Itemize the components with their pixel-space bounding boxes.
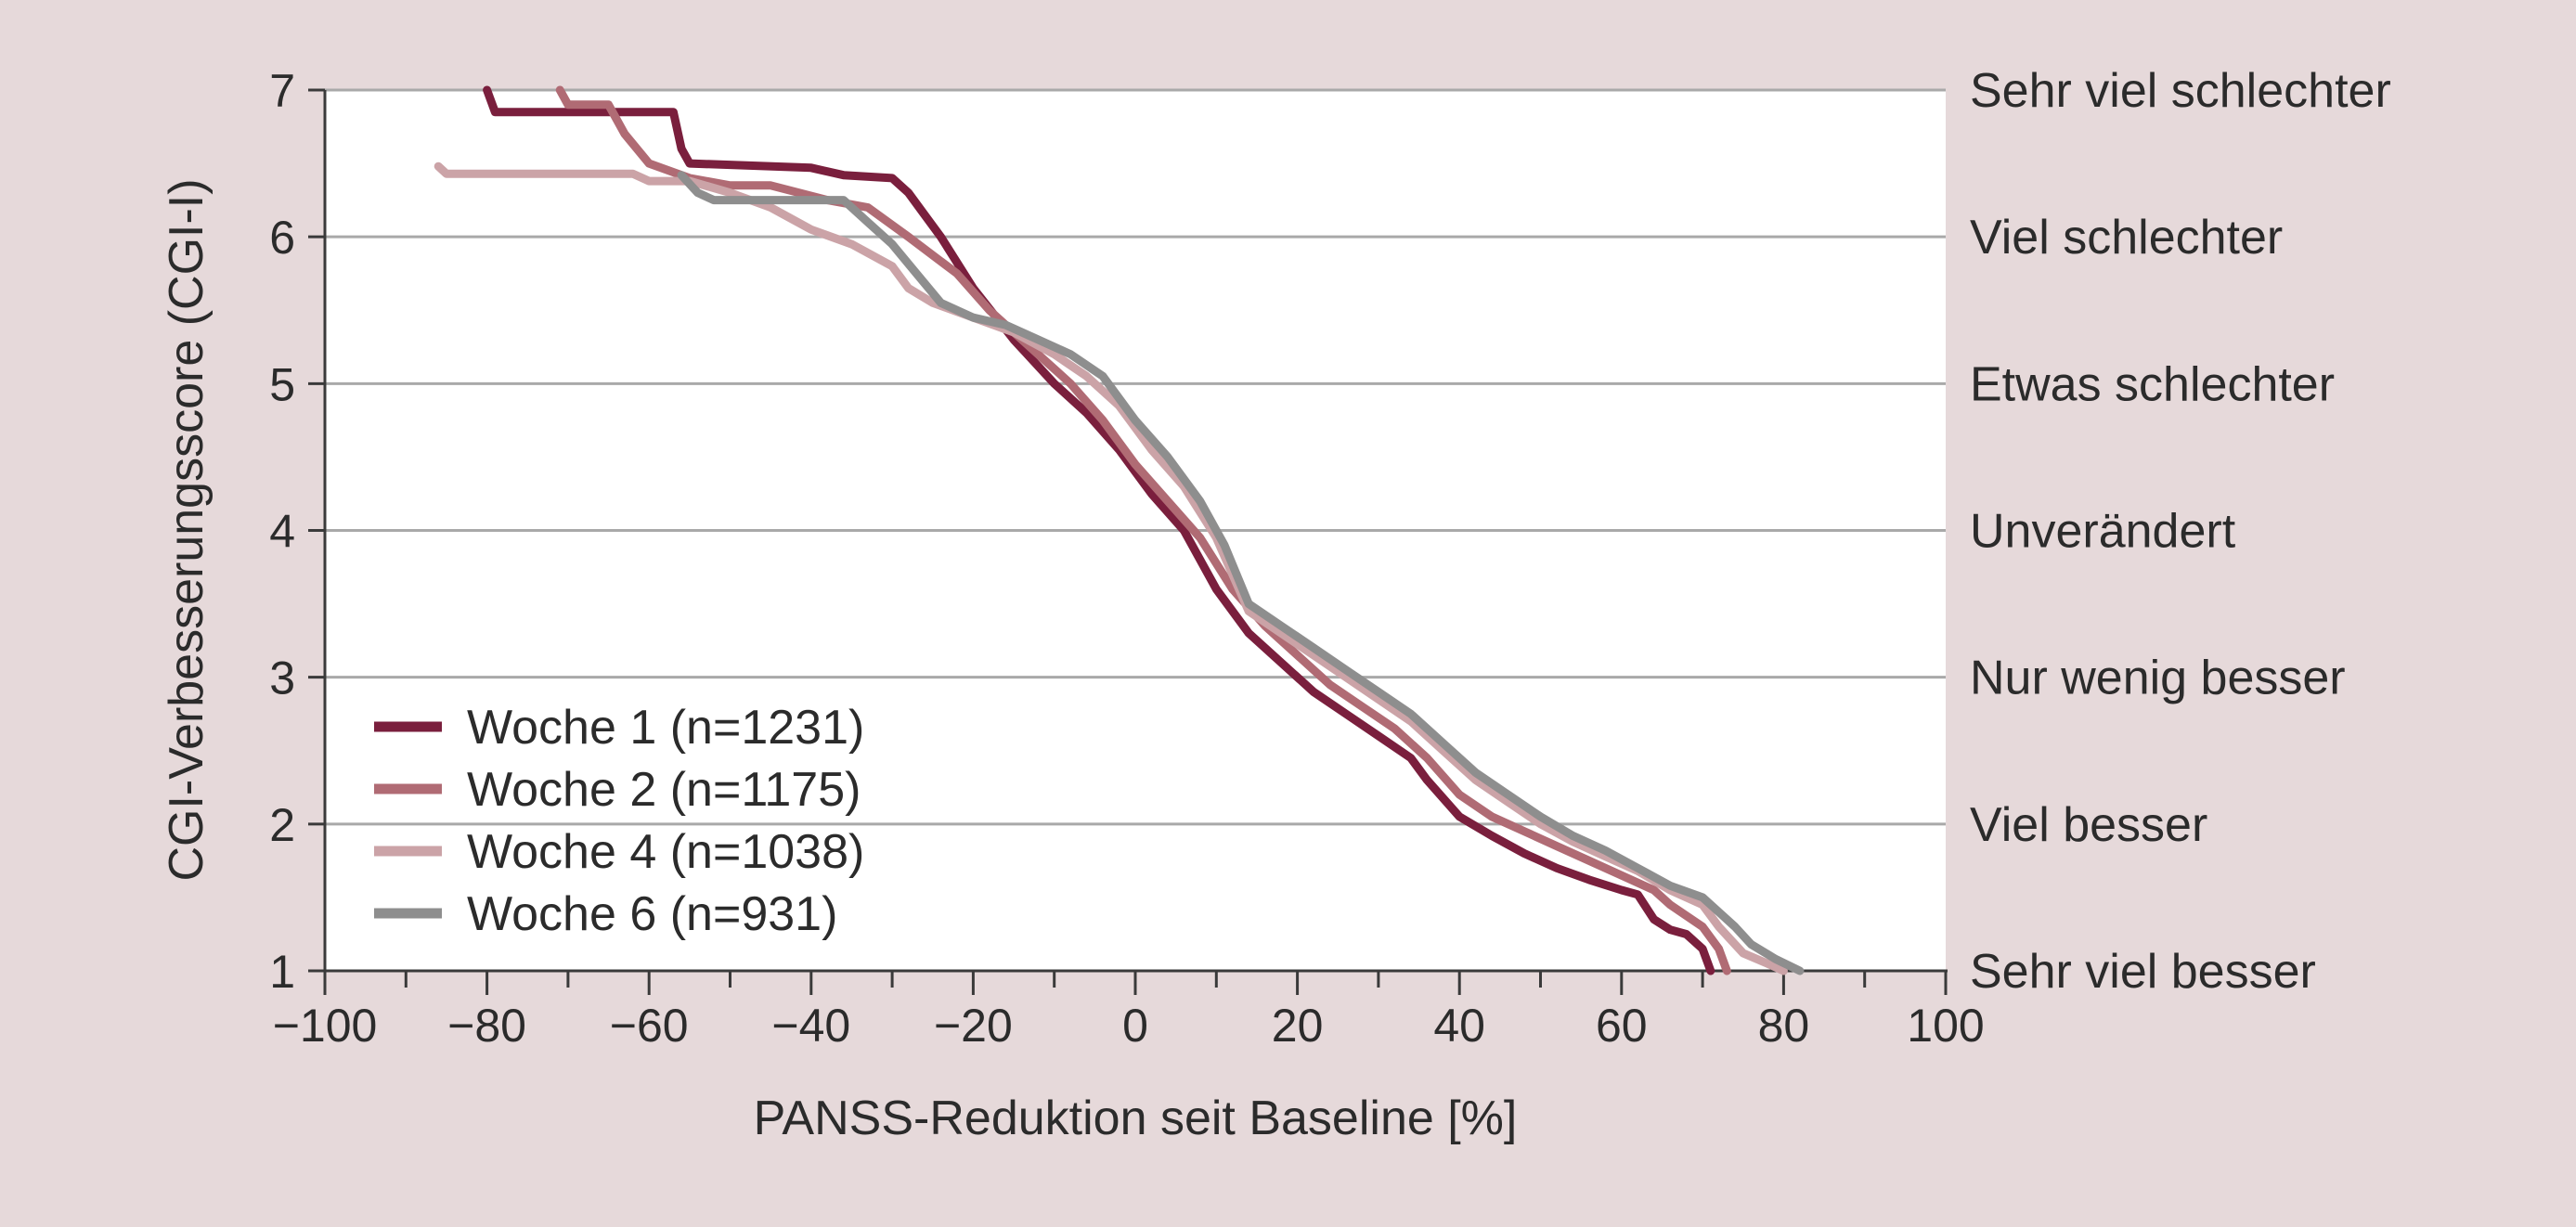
right-axis-label: Unverändert: [1970, 505, 2236, 559]
x-tick-label: −60: [610, 1000, 689, 1052]
legend: Woche 1 (n=1231) Woche 2 (n=1175) Woche 4 …: [374, 701, 864, 941]
legend-label: Woche 6 (n=931): [467, 887, 837, 941]
series-line: [555, 85, 1731, 975]
right-axis-label: Viel besser: [1970, 798, 2207, 852]
x-tick-label: 20: [1272, 1000, 1324, 1052]
y-tick-label: 3: [269, 652, 295, 704]
x-tick-label: −80: [447, 1000, 526, 1052]
y-tick-label: 5: [269, 358, 295, 410]
y-tick-label: 4: [269, 506, 295, 558]
y-tick-label: 7: [269, 65, 295, 117]
x-axis-label: PANSS-Reduktion seit Baseline [%]: [754, 1091, 1518, 1145]
legend-label: Woche 4 (n=1038): [467, 825, 864, 879]
x-tick-label: 100: [1907, 1000, 1984, 1052]
right-axis-label: Sehr viel schlechter: [1970, 64, 2391, 118]
right-axis-label: Sehr viel besser: [1970, 945, 2316, 999]
x-tick-label: −40: [771, 1000, 850, 1052]
series-layer: [434, 85, 1805, 975]
x-tick-label: −100: [273, 1000, 378, 1052]
right-axis-label: Etwas schlechter: [1970, 357, 2335, 411]
legend-label: Woche 2 (n=1175): [467, 763, 861, 817]
gridlines: [325, 88, 1946, 826]
y-tick-label: 6: [269, 212, 295, 264]
y-axis-label: CGI-Verbesserungsscore (CGI-I): [160, 178, 214, 881]
y-tick-label: 2: [269, 799, 295, 851]
series-line: [677, 171, 1805, 975]
y-tick-label: 1: [269, 946, 295, 998]
x-tick-label: −20: [934, 1000, 1013, 1052]
legend-label: Woche 1 (n=1231): [467, 701, 864, 755]
x-tick-label: 40: [1433, 1000, 1485, 1052]
right-axis-label: Nur wenig besser: [1970, 652, 2346, 705]
x-tick-label: 80: [1758, 1000, 1810, 1052]
x-tick-label: 0: [1122, 1000, 1148, 1052]
series-line: [483, 85, 1715, 975]
right-axis-label: Viel schlechter: [1970, 211, 2283, 265]
x-tick-label: 60: [1596, 1000, 1648, 1052]
